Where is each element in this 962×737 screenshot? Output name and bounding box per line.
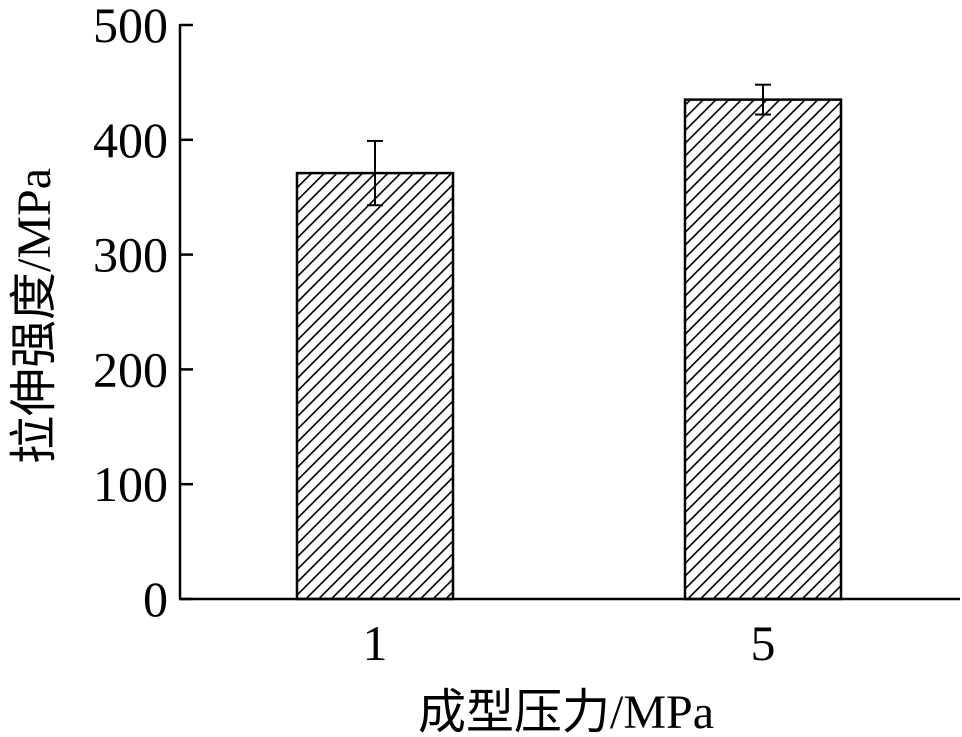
error-bars-group bbox=[367, 83, 771, 207]
y-axis-title: 拉伸强度/MPa bbox=[8, 168, 61, 464]
x-axis-title: 成型压力/MPa bbox=[418, 686, 714, 737]
x-tick-label: 5 bbox=[751, 615, 776, 671]
bar bbox=[295, 171, 455, 601]
error-bar bbox=[755, 83, 771, 116]
error-bar bbox=[367, 139, 383, 207]
y-tick-label: 0 bbox=[143, 571, 168, 627]
y-tick-label: 200 bbox=[93, 341, 168, 397]
bars-group bbox=[295, 98, 843, 601]
y-axis-ticks: 0 100 200 300 400 500 bbox=[93, 0, 193, 627]
y-tick-label: 100 bbox=[93, 456, 168, 512]
y-tick-label: 400 bbox=[93, 112, 168, 168]
y-tick-label: 300 bbox=[93, 227, 168, 283]
x-tick-label: 1 bbox=[363, 615, 388, 671]
bar bbox=[683, 98, 843, 601]
y-tick-label: 500 bbox=[93, 0, 168, 53]
